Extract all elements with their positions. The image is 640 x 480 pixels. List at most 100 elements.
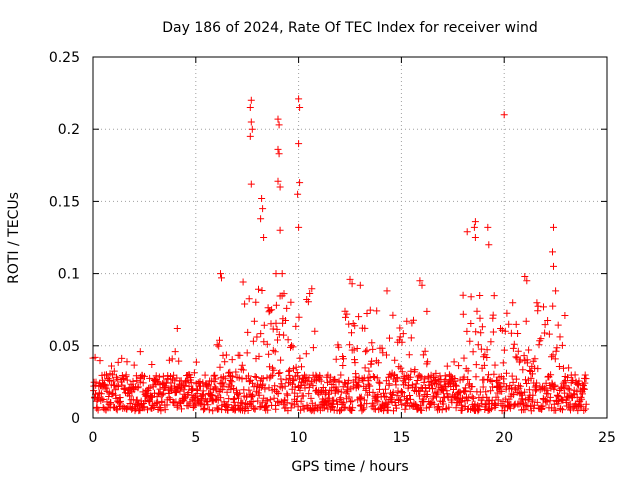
data-point <box>459 310 467 318</box>
data-point <box>533 398 541 406</box>
data-point <box>204 401 212 409</box>
data-point <box>541 329 549 337</box>
data-point <box>486 406 494 414</box>
y-tick-label: 0 <box>71 411 80 427</box>
data-point <box>235 405 243 413</box>
data-point <box>190 369 198 377</box>
data-point <box>423 391 431 398</box>
data-point <box>249 337 257 345</box>
data-point <box>369 345 377 353</box>
data-point <box>366 382 374 390</box>
data-point <box>255 391 263 399</box>
data-point <box>161 406 169 414</box>
data-point <box>511 401 519 409</box>
data-point <box>542 379 550 387</box>
data-point <box>405 351 413 359</box>
data-point <box>482 388 490 396</box>
data-point <box>326 373 334 381</box>
data-point <box>497 325 504 332</box>
data-point <box>514 347 522 355</box>
data-point <box>283 304 291 312</box>
data-point <box>523 277 531 285</box>
data-point <box>421 375 429 383</box>
data-point <box>490 292 498 300</box>
data-point <box>219 379 227 387</box>
data-point <box>276 183 284 191</box>
data-point <box>267 372 275 380</box>
data-point <box>216 336 223 344</box>
data-point <box>477 329 485 337</box>
data-point <box>580 407 588 414</box>
data-point <box>123 358 131 366</box>
data-point <box>325 394 333 402</box>
data-point <box>274 390 282 398</box>
data-point <box>516 382 524 390</box>
data-point <box>272 270 280 278</box>
data-point <box>385 380 393 388</box>
data-point <box>251 373 259 380</box>
data-point <box>305 390 313 398</box>
data-point <box>306 290 314 297</box>
data-point <box>274 336 281 344</box>
data-point <box>189 385 197 393</box>
data-point <box>253 387 260 395</box>
data-point <box>265 350 273 358</box>
data-point <box>403 317 411 325</box>
data-point <box>284 336 292 344</box>
data-point <box>545 330 553 338</box>
data-point <box>211 383 219 391</box>
data-point <box>420 378 428 386</box>
data-point <box>498 387 506 395</box>
data-point <box>252 373 260 381</box>
data-point <box>508 390 516 398</box>
data-point <box>350 346 358 354</box>
data-point <box>576 401 584 409</box>
data-point <box>525 386 533 394</box>
data-point <box>376 385 383 393</box>
data-point <box>484 223 492 231</box>
data-point <box>272 319 280 327</box>
data-point <box>429 384 437 392</box>
data-point <box>105 400 113 408</box>
data-point <box>333 386 341 394</box>
data-point <box>335 377 343 385</box>
data-point <box>489 383 497 391</box>
data-point <box>245 378 253 386</box>
data-point <box>393 392 401 400</box>
data-point <box>241 300 249 308</box>
data-point <box>468 383 476 390</box>
data-point <box>260 234 268 241</box>
data-point <box>411 383 419 391</box>
data-point <box>518 395 526 403</box>
data-point <box>573 380 581 388</box>
data-point <box>374 359 382 367</box>
y-tick-label: 0.1 <box>58 267 80 283</box>
data-point <box>482 401 490 409</box>
data-point <box>521 388 529 396</box>
data-point <box>254 397 262 405</box>
data-point <box>383 351 390 359</box>
data-point <box>490 370 498 378</box>
data-point <box>275 150 283 158</box>
data-point <box>204 381 212 389</box>
data-point <box>397 364 405 372</box>
data-point <box>369 388 377 396</box>
data-point <box>537 335 545 343</box>
data-point <box>467 320 475 327</box>
data-point <box>333 397 341 405</box>
data-point <box>218 274 225 282</box>
data-point <box>565 364 573 372</box>
data-point <box>452 382 460 390</box>
data-point <box>280 290 288 298</box>
data-point <box>276 226 284 234</box>
data-point <box>450 358 458 366</box>
data-point <box>309 344 317 352</box>
data-point <box>505 395 513 403</box>
data-point <box>430 400 438 408</box>
data-point <box>255 285 262 293</box>
data-point <box>379 349 387 357</box>
data-point <box>107 399 115 407</box>
data-point <box>257 330 265 338</box>
data-point <box>508 372 516 380</box>
data-point <box>137 375 145 383</box>
